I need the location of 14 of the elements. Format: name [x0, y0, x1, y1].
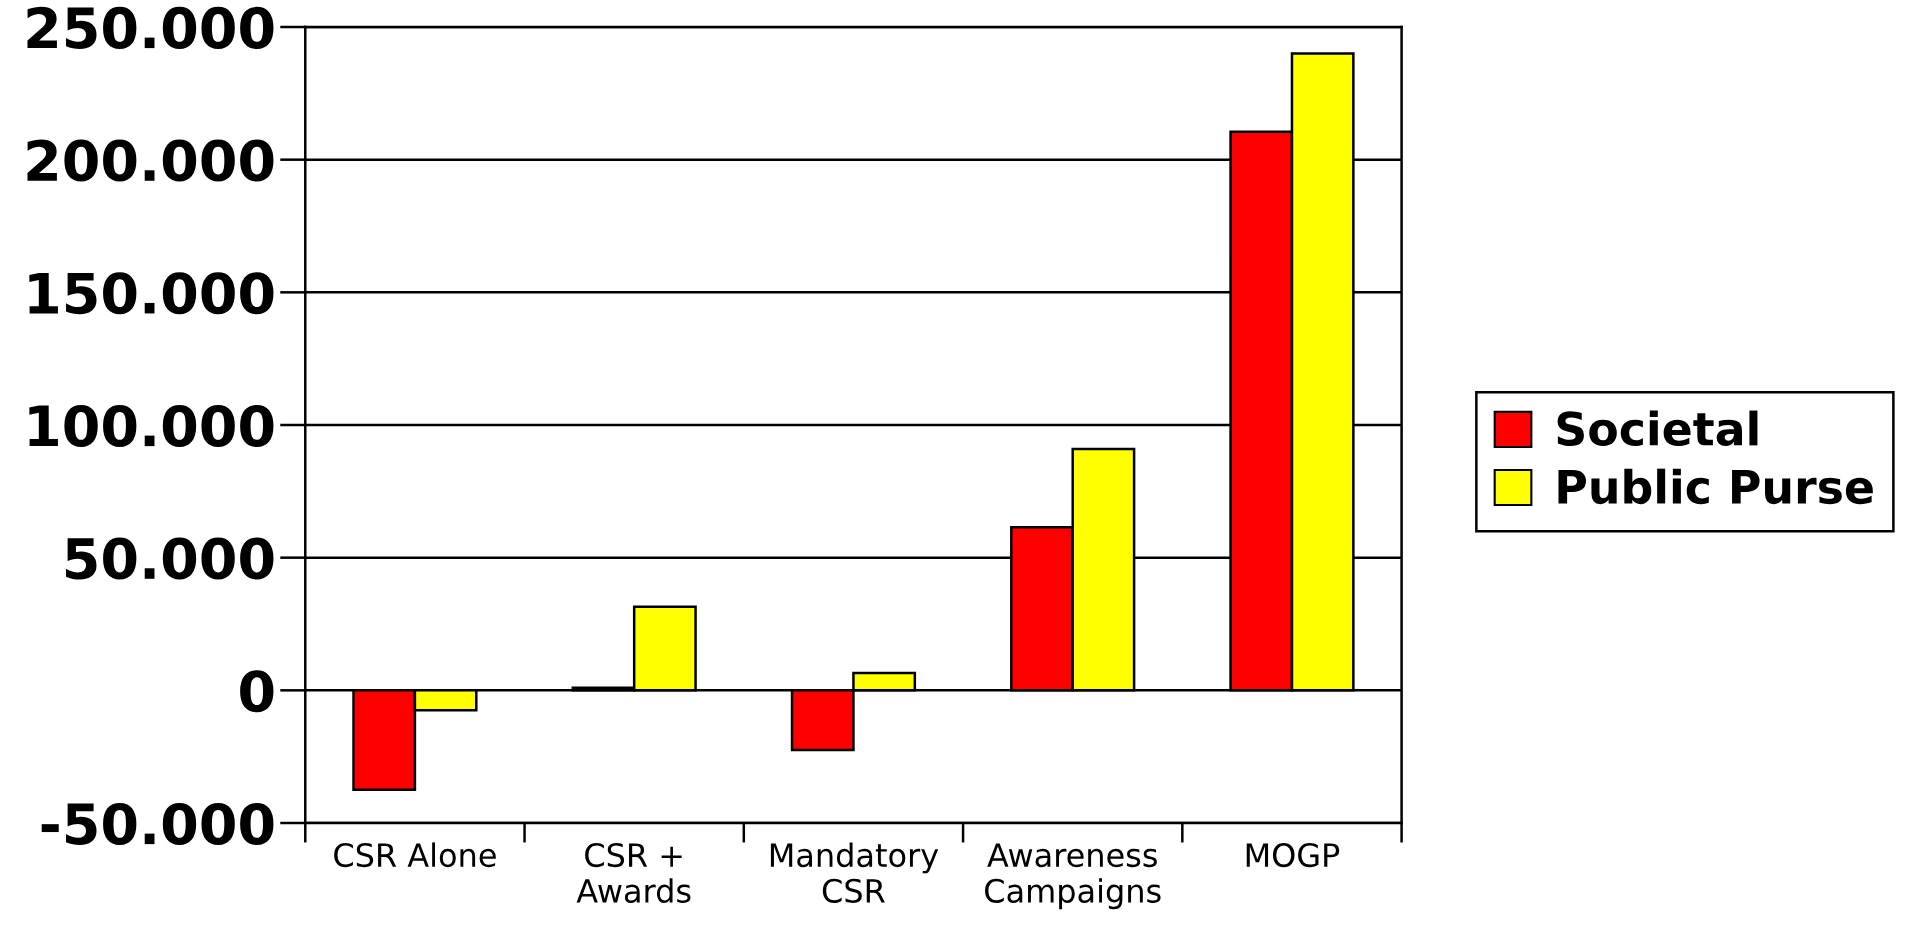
x-tick-label: Mandatory CSR [770, 842, 939, 903]
x-tick-label: CSR + Awards [576, 843, 691, 903]
legend-label: Public Purse [1558, 468, 1873, 505]
legend-label: Societal [1557, 410, 1758, 447]
x-tick-label: Awareness Campaigns [985, 843, 1161, 910]
x-tick-label: MOGP [1246, 843, 1340, 868]
x-tick-label: CSR Alone [334, 842, 496, 868]
y-tick-label: 100.000 [29, 404, 274, 447]
y-tick-label: 250.000 [27, 6, 274, 49]
y-tick-label: -50.000 [41, 802, 274, 845]
y-tick-label: 50.000 [66, 537, 274, 580]
y-tick-label: 200.000 [27, 139, 274, 182]
y-tick-label: 0 [240, 670, 274, 713]
y-tick-label: 150.000 [29, 272, 274, 315]
